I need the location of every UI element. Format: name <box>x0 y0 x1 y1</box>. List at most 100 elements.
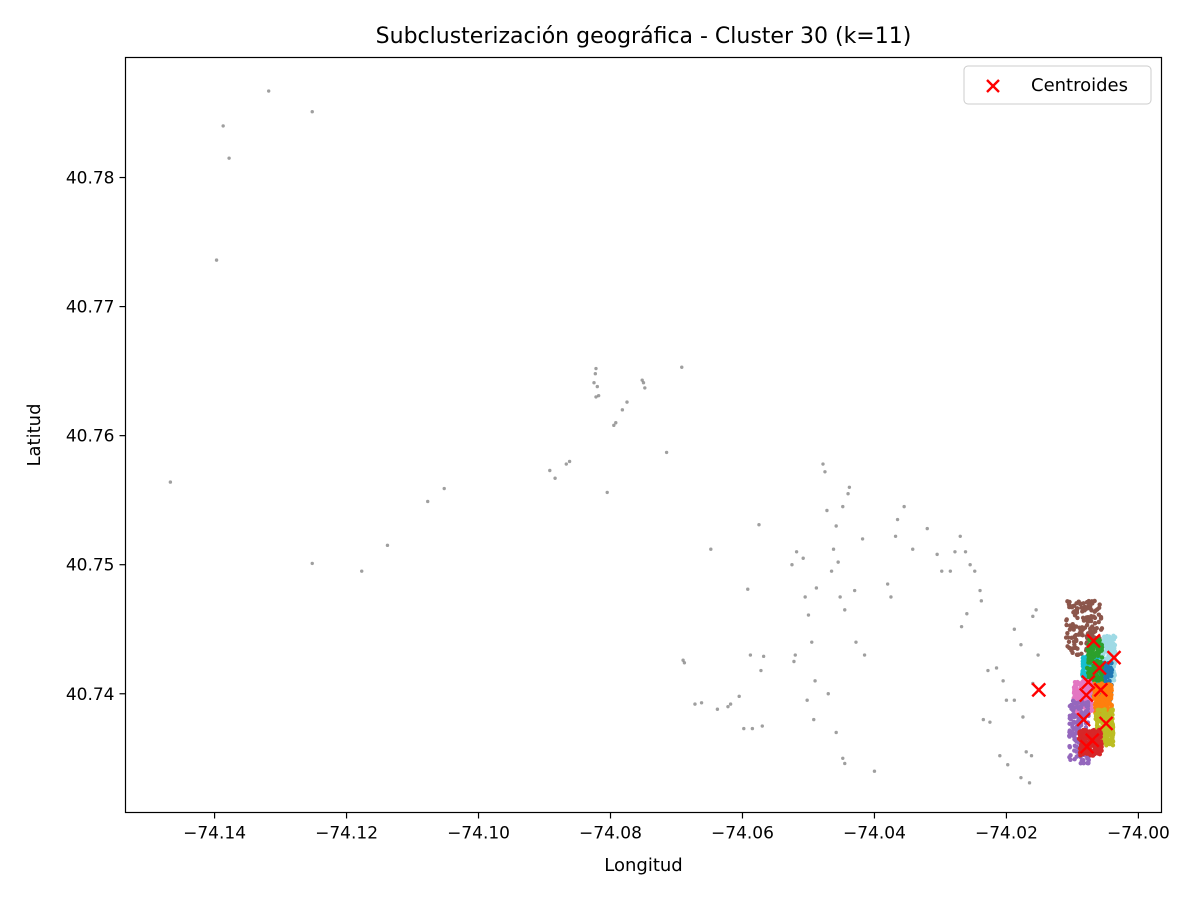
data-point <box>620 408 625 412</box>
cluster-point <box>1097 734 1103 739</box>
cluster-point <box>1105 739 1110 745</box>
cluster-point <box>1096 678 1101 683</box>
cluster-point <box>1108 733 1114 738</box>
data-point <box>360 569 364 573</box>
cluster-point <box>1078 641 1084 646</box>
cluster-point <box>1087 602 1093 607</box>
data-point <box>940 569 944 573</box>
data-point <box>843 608 847 612</box>
cluster-point <box>1072 642 1077 647</box>
data-point <box>823 470 827 474</box>
cluster-point <box>1094 673 1100 678</box>
cluster-point <box>1107 678 1112 684</box>
cluster-point <box>1104 633 1110 639</box>
data-point <box>973 569 977 573</box>
x-tick-label: −74.14 <box>183 824 246 844</box>
data-point <box>709 547 713 551</box>
data-point <box>862 653 867 657</box>
data-point <box>567 459 572 464</box>
data-point <box>442 486 446 491</box>
cluster-point <box>1096 612 1102 617</box>
cluster-point <box>1110 723 1115 729</box>
data-point <box>838 595 842 599</box>
cluster-point <box>1078 729 1083 734</box>
y-tick-label: 40.74 <box>66 685 115 705</box>
cluster-point <box>1082 711 1088 716</box>
cluster-point <box>1103 638 1109 643</box>
data-point <box>812 717 816 722</box>
cluster-point <box>1064 622 1069 628</box>
cluster-point <box>1064 617 1069 622</box>
centroid-marker <box>1076 712 1091 727</box>
data-point <box>699 701 704 705</box>
cluster-point <box>1081 655 1086 660</box>
cluster-point <box>1109 673 1114 679</box>
data-point <box>821 462 825 466</box>
data-point <box>834 730 838 735</box>
cluster-point <box>1084 600 1090 605</box>
cluster-point <box>1099 655 1105 660</box>
data-point <box>227 156 231 160</box>
cluster-point <box>1080 615 1086 621</box>
cluster-point <box>1098 660 1103 665</box>
y-tick-label: 40.77 <box>66 298 115 318</box>
centroid-marker <box>1092 660 1107 676</box>
data-point <box>965 612 969 616</box>
cluster-point <box>1074 754 1079 759</box>
cluster-point <box>1080 680 1085 685</box>
unclustered-points-layer <box>168 89 1040 785</box>
data-point <box>385 543 390 548</box>
data-point <box>761 654 766 659</box>
cluster-point <box>1070 724 1075 730</box>
data-point <box>1001 679 1005 683</box>
cluster-point <box>1096 703 1102 708</box>
centroid-marker <box>1106 650 1122 665</box>
cluster-point <box>1080 661 1086 666</box>
y-tick-label: 40.75 <box>66 556 115 576</box>
centroid-marker <box>1080 674 1096 690</box>
data-point <box>998 754 1002 758</box>
data-point <box>854 640 858 644</box>
data-point <box>605 490 609 495</box>
cluster-point <box>1076 706 1081 711</box>
cluster-point <box>1067 745 1073 750</box>
cluster-point <box>1079 709 1084 715</box>
cluster-point <box>1097 708 1103 713</box>
data-point <box>935 552 939 557</box>
cluster-point <box>1102 711 1107 716</box>
data-point <box>266 89 271 93</box>
data-point <box>889 595 893 599</box>
data-point <box>221 124 225 128</box>
cluster-point <box>1078 761 1083 766</box>
data-point <box>852 588 857 593</box>
cluster-point <box>1091 695 1097 701</box>
data-point <box>893 534 898 539</box>
data-point <box>843 761 847 766</box>
cluster-point <box>1072 700 1077 705</box>
cluster-point <box>1069 702 1074 708</box>
data-point <box>715 707 720 711</box>
legend-centroid-marker <box>986 79 1000 93</box>
data-point <box>1024 750 1028 754</box>
centroid-marker <box>1098 716 1114 731</box>
cluster-point <box>1070 650 1075 655</box>
data-point <box>564 462 568 466</box>
cluster-point <box>1089 613 1094 619</box>
data-point <box>911 547 915 551</box>
cluster-point <box>1099 626 1105 631</box>
data-point <box>847 485 852 489</box>
cluster-point <box>1074 689 1079 695</box>
data-point <box>885 582 890 586</box>
data-point <box>682 661 687 665</box>
data-point <box>948 569 953 573</box>
data-point <box>680 365 684 369</box>
cluster-point <box>1078 632 1084 637</box>
data-point <box>793 653 797 657</box>
data-point <box>594 366 598 371</box>
data-point <box>593 372 598 376</box>
data-point <box>748 653 753 657</box>
cluster-point <box>1092 621 1098 626</box>
cluster-point <box>1065 630 1070 636</box>
legend: Centroides <box>963 65 1152 105</box>
